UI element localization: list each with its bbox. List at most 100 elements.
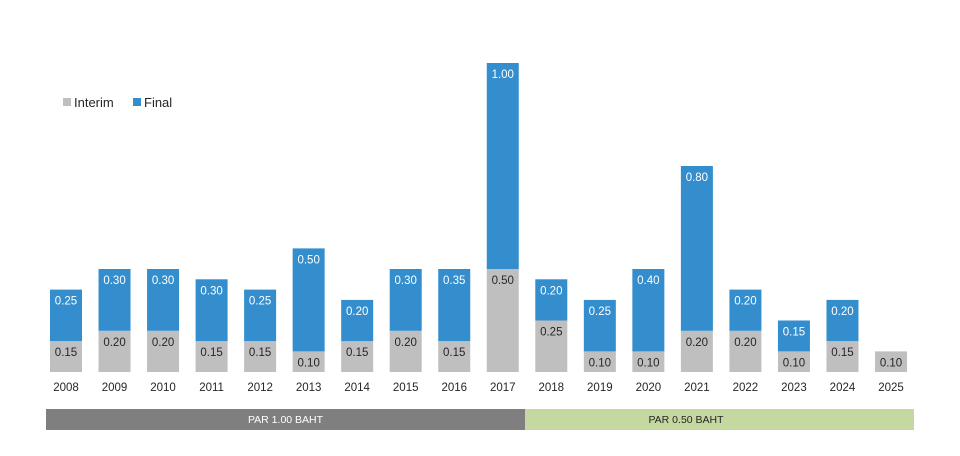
bar-interim-2014 <box>341 341 374 372</box>
data-label-interim-2013: 0.10 <box>297 357 319 369</box>
data-label-interim-2023: 0.10 <box>783 357 805 369</box>
data-label-final-2013: 0.50 <box>297 254 319 266</box>
data-label-final-2021: 0.80 <box>686 172 708 184</box>
period-bands: PAR 1.00 BAHT PAR 0.50 BAHT <box>46 409 914 430</box>
x-tick-label: 2025 <box>878 382 904 394</box>
data-label-final-2022: 0.20 <box>734 296 756 308</box>
bars: 0.15 0.25 0.20 0.30 0.20 0.30 0.15 0.30 0.15 0.25… <box>50 63 908 372</box>
bar-interim-2008 <box>50 341 82 372</box>
data-label-final-2023: 0.15 <box>783 327 805 339</box>
bar-final-2020 <box>632 269 665 352</box>
bar-interim-2022 <box>729 330 762 372</box>
x-tick-label: 2024 <box>830 382 856 394</box>
legend-swatch-interim <box>63 98 71 106</box>
x-tick-label: 2010 <box>150 382 176 394</box>
data-label-interim-2017: 0.50 <box>492 275 514 287</box>
data-label-interim-2009: 0.20 <box>103 337 125 349</box>
bar-final-2024 <box>826 299 859 342</box>
data-label-final-2015: 0.30 <box>395 275 417 287</box>
bar-interim-2019 <box>583 351 616 372</box>
bar-final-2009 <box>98 269 131 331</box>
legend-swatch-final <box>133 98 141 106</box>
bar-interim-2012 <box>244 341 277 372</box>
bar-interim-2009 <box>98 330 131 372</box>
data-label-interim-2020: 0.10 <box>637 357 659 369</box>
data-label-final-2014: 0.20 <box>346 306 368 318</box>
x-tick-label: 2013 <box>296 382 322 394</box>
bar-final-2021 <box>680 166 713 331</box>
period-band <box>525 409 914 430</box>
data-label-interim-2021: 0.20 <box>686 337 708 349</box>
bar-interim-2018 <box>535 320 568 372</box>
bar-final-2022 <box>729 289 762 331</box>
x-tick-label: 2016 <box>441 382 467 394</box>
x-tick-label: 2018 <box>539 382 565 394</box>
bar-interim-2017 <box>486 269 519 372</box>
data-label-interim-2012: 0.15 <box>249 347 271 359</box>
data-label-final-2024: 0.20 <box>831 306 853 318</box>
data-label-final-2018: 0.20 <box>540 285 562 297</box>
data-label-final-2012: 0.25 <box>249 296 271 308</box>
legend-label-final: Final <box>144 95 172 110</box>
bar-interim-2013 <box>292 351 325 372</box>
x-tick-label: 2020 <box>636 382 662 394</box>
x-tick-label: 2023 <box>781 382 807 394</box>
data-label-interim-2019: 0.10 <box>589 357 611 369</box>
data-label-final-2011: 0.30 <box>200 285 222 297</box>
period-band-label: PAR 0.50 BAHT <box>648 414 724 426</box>
bar-final-2016 <box>438 269 471 342</box>
data-label-final-2019: 0.25 <box>589 306 611 318</box>
bar-interim-2016 <box>438 341 471 372</box>
bar-final-2015 <box>389 269 422 331</box>
legend-label-interim: Interim <box>74 95 114 110</box>
bar-interim-2010 <box>147 330 180 372</box>
bar-final-2008 <box>50 289 82 342</box>
x-tick-label: 2019 <box>587 382 613 394</box>
data-label-interim-2018: 0.25 <box>540 327 562 339</box>
data-label-final-2020: 0.40 <box>637 275 659 287</box>
data-label-interim-2015: 0.20 <box>395 337 417 349</box>
x-tick-label: 2021 <box>684 382 710 394</box>
bar-interim-2024 <box>826 341 859 372</box>
data-label-interim-2016: 0.15 <box>443 347 465 359</box>
x-tick-label: 2017 <box>490 382 516 394</box>
bar-final-2010 <box>147 269 180 331</box>
x-tick-label: 2008 <box>53 382 79 394</box>
bar-interim-2015 <box>389 330 422 372</box>
data-label-interim-2010: 0.20 <box>152 337 174 349</box>
data-label-interim-2025: 0.10 <box>880 357 902 369</box>
data-label-final-2016: 0.35 <box>443 275 465 287</box>
bar-interim-2011 <box>195 341 228 372</box>
period-band-label: PAR 1.00 BAHT <box>248 414 324 426</box>
bar-interim-2025 <box>875 351 908 372</box>
data-label-final-2008: 0.25 <box>55 296 77 308</box>
data-label-interim-2011: 0.15 <box>200 347 222 359</box>
bar-final-2023 <box>777 320 810 352</box>
data-label-final-2017: 1.00 <box>492 69 514 81</box>
data-label-interim-2008: 0.15 <box>55 347 77 359</box>
x-axis: 2008 2009 2010 2011 2012 2013 2014 2015 2016 2017… <box>53 382 904 394</box>
bar-final-2019 <box>583 299 616 352</box>
bar-final-2017 <box>486 63 519 269</box>
bar-final-2011 <box>195 279 228 342</box>
data-label-final-2009: 0.30 <box>103 275 125 287</box>
period-band <box>46 409 525 430</box>
x-tick-label: 2012 <box>247 382 273 394</box>
bar-final-2013 <box>292 248 325 352</box>
data-label-interim-2014: 0.15 <box>346 347 368 359</box>
bar-final-2014 <box>341 299 374 342</box>
legend: Interim Final <box>63 95 172 110</box>
x-tick-label: 2014 <box>344 382 370 394</box>
x-tick-label: 2011 <box>199 382 224 394</box>
bar-interim-2023 <box>777 351 810 372</box>
data-label-interim-2024: 0.15 <box>831 347 853 359</box>
bar-final-2018 <box>535 279 568 321</box>
x-tick-label: 2009 <box>102 382 128 394</box>
bar-interim-2020 <box>632 351 665 372</box>
data-label-final-2010: 0.30 <box>152 275 174 287</box>
data-label-interim-2022: 0.20 <box>734 337 756 349</box>
bar-final-2012 <box>244 289 277 342</box>
bar-interim-2021 <box>680 330 713 372</box>
x-tick-label: 2015 <box>393 382 419 394</box>
